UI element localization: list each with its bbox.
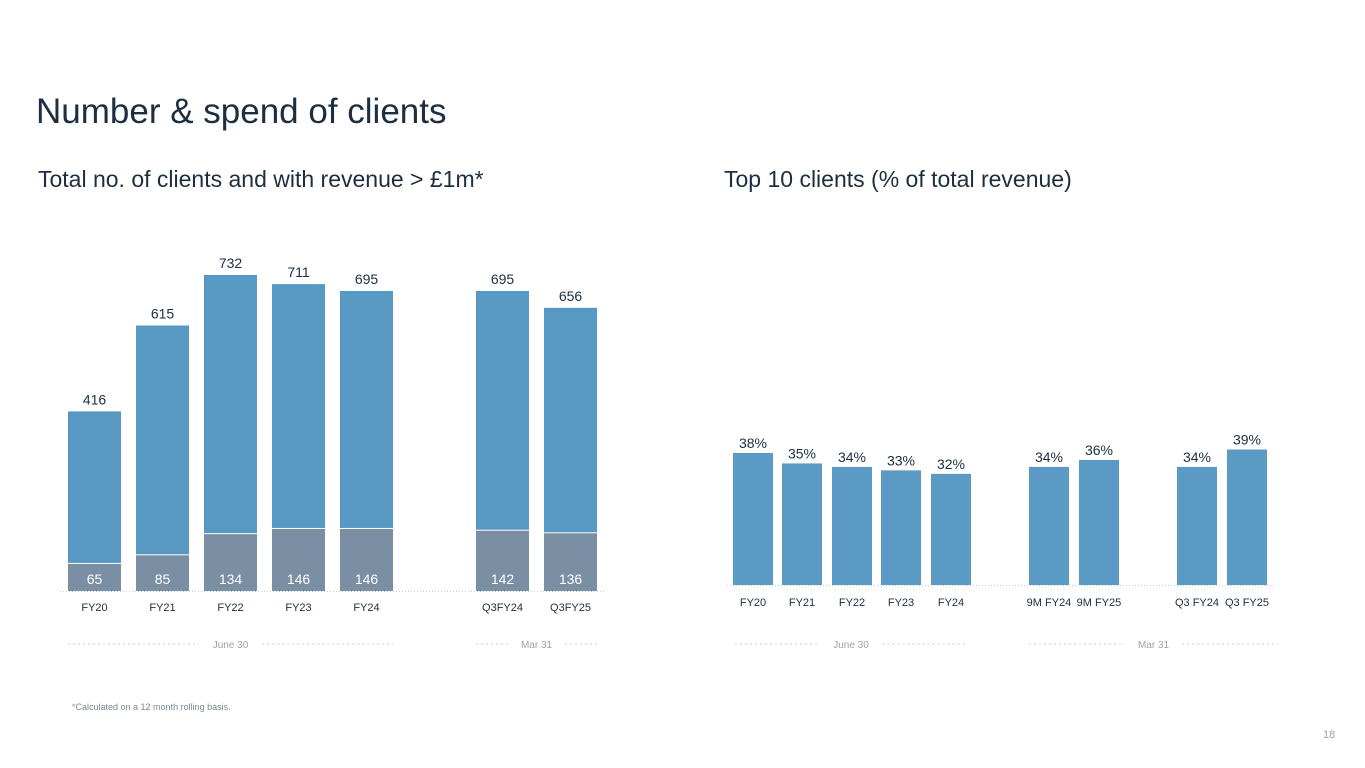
total-value-label: 695 xyxy=(491,271,515,287)
bar-large-clients xyxy=(340,528,393,591)
bar-top10-share xyxy=(832,466,872,585)
x-tick-label: 9M FY25 xyxy=(1077,597,1122,609)
total-value-label: 656 xyxy=(559,288,583,304)
bar-value-label: 39% xyxy=(1233,432,1261,448)
x-tick-label: FY24 xyxy=(353,602,379,614)
x-tick-label: Q3 FY24 xyxy=(1175,597,1219,609)
bar-top10-share xyxy=(782,463,822,585)
bar-total-clients xyxy=(68,411,121,563)
large-value-label: 134 xyxy=(219,571,243,587)
bar-top10-share xyxy=(881,470,921,585)
bar-top10-share xyxy=(1227,449,1267,585)
x-tick-label: Q3FY24 xyxy=(482,602,523,614)
bar-total-clients xyxy=(476,290,529,530)
group-label: Mar 31 xyxy=(521,640,553,651)
x-tick-label: FY21 xyxy=(789,597,815,609)
bar-value-label: 32% xyxy=(937,456,965,472)
bar-value-label: 38% xyxy=(739,435,767,451)
x-tick-label: Q3 FY25 xyxy=(1225,597,1269,609)
bar-total-clients xyxy=(544,307,597,533)
bar-value-label: 34% xyxy=(1035,449,1063,465)
x-tick-label: FY21 xyxy=(149,602,175,614)
bar-value-label: 34% xyxy=(1183,449,1211,465)
x-tick-label: Q3FY25 xyxy=(550,602,591,614)
page-number: 18 xyxy=(1323,729,1336,741)
x-tick-label: FY20 xyxy=(740,597,766,609)
large-value-label: 146 xyxy=(355,571,379,587)
bar-total-clients xyxy=(340,290,393,528)
bar-large-clients xyxy=(68,563,121,591)
x-tick-label: FY22 xyxy=(217,602,243,614)
bar-large-clients xyxy=(544,533,597,591)
x-tick-label: FY24 xyxy=(938,597,964,609)
bar-total-clients xyxy=(204,275,257,534)
group-label: Mar 31 xyxy=(1138,640,1170,651)
x-tick-label: 9M FY24 xyxy=(1027,597,1072,609)
bar-large-clients xyxy=(272,528,325,591)
total-value-label: 711 xyxy=(287,264,310,280)
group-label: June 30 xyxy=(833,640,869,651)
total-value-label: 615 xyxy=(151,306,175,322)
bar-large-clients xyxy=(136,555,189,591)
footnote: *Calculated on a 12 month rolling basis. xyxy=(72,702,231,712)
page-title: Number & spend of clients xyxy=(36,92,447,131)
bar-value-label: 35% xyxy=(788,445,816,461)
x-tick-label: FY23 xyxy=(285,602,311,614)
bar-large-clients xyxy=(204,534,257,591)
large-value-label: 136 xyxy=(559,571,583,587)
large-value-label: 85 xyxy=(155,571,171,587)
bar-top10-share xyxy=(733,453,773,585)
total-value-label: 695 xyxy=(355,271,379,287)
x-tick-label: FY23 xyxy=(888,597,914,609)
bar-top10-share xyxy=(931,473,971,585)
total-value-label: 416 xyxy=(83,391,107,407)
bar-large-clients xyxy=(476,530,529,591)
group-label: June 30 xyxy=(213,640,249,651)
bar-top10-share xyxy=(1177,466,1217,585)
bar-top10-share xyxy=(1079,459,1119,585)
bar-total-clients xyxy=(272,284,325,528)
left-chart-title: Total no. of clients and with revenue > … xyxy=(38,166,484,192)
bar-total-clients xyxy=(136,325,189,555)
x-tick-label: FY22 xyxy=(839,597,865,609)
large-value-label: 142 xyxy=(491,571,515,587)
bar-value-label: 36% xyxy=(1085,442,1113,458)
x-tick-label: FY20 xyxy=(81,602,107,614)
large-value-label: 146 xyxy=(287,571,311,587)
large-value-label: 65 xyxy=(87,571,103,587)
bar-top10-share xyxy=(1029,466,1069,585)
total-value-label: 732 xyxy=(219,255,243,271)
bar-value-label: 34% xyxy=(838,449,866,465)
bar-value-label: 33% xyxy=(887,452,915,468)
right-chart-title: Top 10 clients (% of total revenue) xyxy=(724,166,1072,192)
